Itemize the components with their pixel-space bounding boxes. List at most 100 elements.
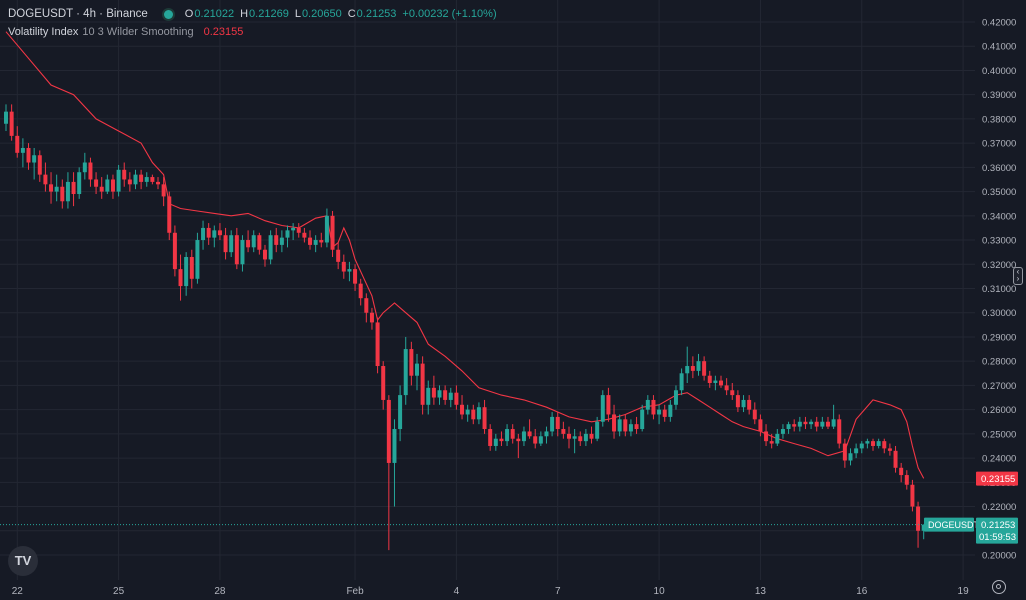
candle-body xyxy=(127,179,132,185)
candle-body xyxy=(223,235,228,253)
candle-body xyxy=(837,419,842,444)
candle-body xyxy=(60,186,65,202)
candle-body xyxy=(538,436,543,444)
market-status-icon[interactable] xyxy=(163,9,173,19)
price-tick-label: 0.22000 xyxy=(982,502,1016,513)
open-value: 0.21022 xyxy=(194,8,235,20)
candle-body xyxy=(730,390,735,396)
candle-body xyxy=(88,162,93,180)
candle-body xyxy=(634,424,639,430)
candle-body xyxy=(521,431,526,442)
candle-body xyxy=(871,441,876,446)
high-value: 0.21269 xyxy=(249,8,289,20)
candle-body xyxy=(15,135,20,153)
candle-body xyxy=(471,409,476,420)
candle-body xyxy=(414,363,419,376)
time-tick-label: 28 xyxy=(214,586,226,597)
candle-body xyxy=(617,419,622,432)
candle-body xyxy=(893,450,898,468)
candle-body xyxy=(910,484,915,507)
symbol-title[interactable]: DOGEUSDT · 4h · Binance xyxy=(8,8,148,20)
time-tick-label: Feb xyxy=(346,586,364,597)
candle-body xyxy=(381,366,386,400)
candle-body xyxy=(668,404,673,417)
candle-body xyxy=(505,429,510,442)
candle-body xyxy=(32,155,37,163)
candle-body xyxy=(184,257,189,287)
candle-body xyxy=(876,441,881,446)
candle-body xyxy=(792,424,797,427)
candle-body xyxy=(673,390,678,405)
candle-body xyxy=(94,179,99,187)
candle-body xyxy=(217,230,222,236)
candle-body xyxy=(43,174,48,185)
candle-body xyxy=(916,506,921,531)
candle-body xyxy=(49,184,54,192)
candle-body xyxy=(735,395,740,408)
candle-body xyxy=(330,215,335,250)
candle-body xyxy=(595,421,600,439)
candle-body xyxy=(865,441,870,444)
price-tick-label: 0.27000 xyxy=(982,381,1016,392)
candle-body xyxy=(212,230,217,238)
candle-body xyxy=(544,431,549,437)
price-tick-label: 0.20000 xyxy=(982,551,1016,562)
candle-body xyxy=(499,438,504,442)
candle-body xyxy=(65,181,70,202)
candle-body xyxy=(26,147,31,163)
candle-body xyxy=(690,366,695,371)
candle-body xyxy=(369,312,374,323)
candle-body xyxy=(375,322,380,367)
candle-body xyxy=(274,235,279,245)
price-tick-label: 0.37000 xyxy=(982,139,1016,150)
time-tick-label: 4 xyxy=(454,586,460,597)
candle-body xyxy=(533,436,538,444)
volatility-index-layer xyxy=(5,31,925,479)
candle-body xyxy=(347,269,352,272)
candle-body xyxy=(651,399,656,415)
candle-body xyxy=(645,399,650,410)
candle-body xyxy=(814,421,819,427)
candle-body xyxy=(719,380,724,386)
candle-body xyxy=(358,283,363,299)
volatility-index-line xyxy=(5,31,925,479)
candle-body xyxy=(493,438,498,446)
price-tick-label: 0.33000 xyxy=(982,236,1016,247)
candle-body xyxy=(476,407,481,420)
candle-body xyxy=(797,421,802,427)
price-tick-label: 0.32000 xyxy=(982,260,1016,271)
candle-body xyxy=(583,433,588,442)
candle-body xyxy=(336,249,341,262)
symbol-badge xyxy=(924,517,974,532)
candle-body xyxy=(780,429,785,434)
price-tick-label: 0.25000 xyxy=(982,429,1016,440)
candle-body xyxy=(172,232,177,270)
candle-body xyxy=(589,433,594,439)
indicator-name[interactable]: Volatility Index xyxy=(8,26,79,38)
candle-body xyxy=(116,169,121,192)
settings-gear-icon[interactable] xyxy=(992,580,1006,594)
change-value: +0.00232 (+1.10%) xyxy=(402,8,497,20)
price-tick-label: 0.40000 xyxy=(982,66,1016,77)
candle-body xyxy=(195,240,200,279)
candle-body xyxy=(550,416,555,432)
tradingview-logo-icon[interactable]: TV xyxy=(8,546,38,576)
candle-body xyxy=(71,181,76,195)
candle-body xyxy=(319,240,324,243)
candle-body xyxy=(887,448,892,451)
candle-body xyxy=(386,399,391,463)
candle-body xyxy=(662,409,667,417)
price-badge xyxy=(976,517,1018,544)
scale-handle-icon[interactable]: ‹ › xyxy=(1013,267,1023,285)
candle-body xyxy=(161,184,166,197)
price-badge-text: 0.21253 xyxy=(981,520,1015,531)
candle-body xyxy=(324,215,329,243)
candle-body xyxy=(240,240,245,265)
candle-body xyxy=(178,269,183,287)
candle-body xyxy=(167,196,172,233)
candle-body xyxy=(623,419,628,432)
candle-body xyxy=(786,424,791,430)
candle-body xyxy=(612,414,617,432)
candle-body xyxy=(443,390,448,400)
